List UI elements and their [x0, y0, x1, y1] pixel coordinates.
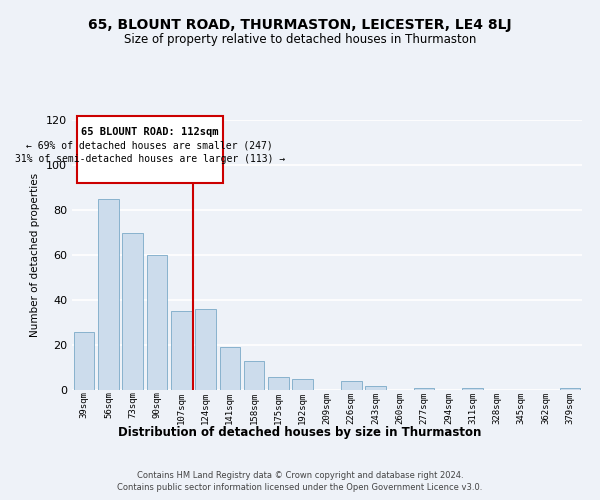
- Bar: [122, 232, 143, 390]
- FancyBboxPatch shape: [77, 116, 223, 183]
- Text: 65, BLOUNT ROAD, THURMASTON, LEICESTER, LE4 8LJ: 65, BLOUNT ROAD, THURMASTON, LEICESTER, …: [88, 18, 512, 32]
- Text: Contains HM Land Registry data © Crown copyright and database right 2024.
Contai: Contains HM Land Registry data © Crown c…: [118, 471, 482, 492]
- Text: Distribution of detached houses by size in Thurmaston: Distribution of detached houses by size …: [118, 426, 482, 439]
- Bar: [292, 379, 313, 390]
- Bar: [560, 388, 580, 390]
- Bar: [146, 255, 167, 390]
- Text: ← 69% of detached houses are smaller (247): ← 69% of detached houses are smaller (24…: [26, 140, 273, 150]
- Text: 31% of semi-detached houses are larger (113) →: 31% of semi-detached houses are larger (…: [14, 154, 285, 164]
- Bar: [220, 347, 240, 390]
- Bar: [463, 388, 483, 390]
- Text: Size of property relative to detached houses in Thurmaston: Size of property relative to detached ho…: [124, 32, 476, 46]
- Bar: [365, 386, 386, 390]
- Text: 65 BLOUNT ROAD: 112sqm: 65 BLOUNT ROAD: 112sqm: [81, 126, 218, 136]
- Bar: [171, 311, 191, 390]
- Bar: [195, 309, 216, 390]
- Bar: [244, 361, 265, 390]
- Bar: [341, 381, 362, 390]
- Bar: [74, 332, 94, 390]
- Bar: [414, 388, 434, 390]
- Bar: [98, 198, 119, 390]
- Y-axis label: Number of detached properties: Number of detached properties: [31, 173, 40, 337]
- Bar: [268, 376, 289, 390]
